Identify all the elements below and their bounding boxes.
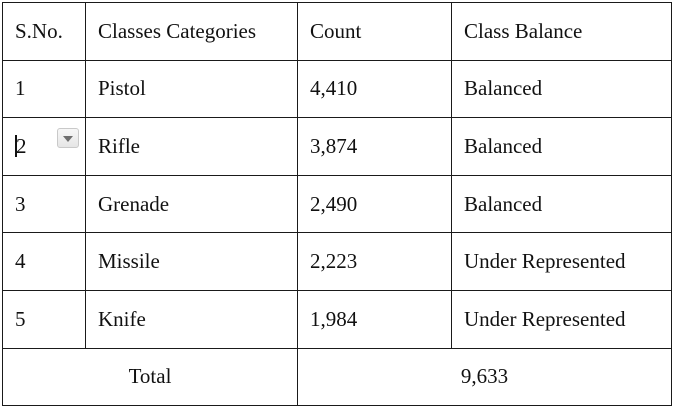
header-class-balance[interactable]: Class Balance xyxy=(451,2,672,61)
table-header-row: S.No. Classes Categories Count Class Bal… xyxy=(2,2,672,61)
text-cursor-icon xyxy=(15,135,17,158)
cell-category[interactable]: Grenade xyxy=(85,174,298,234)
cell-balance[interactable]: Balanced xyxy=(451,117,672,176)
table-row: 4 Missile 2,223 Under Represented xyxy=(2,232,672,291)
cell-sno[interactable]: 2 xyxy=(2,117,86,176)
cell-balance[interactable]: Under Represented xyxy=(451,232,672,291)
table-row: 2 Rifle 3,874 Balanced xyxy=(2,117,672,176)
cell-balance[interactable]: Balanced xyxy=(451,174,672,234)
cell-category[interactable]: Knife xyxy=(85,289,298,349)
cell-balance[interactable]: Balanced xyxy=(451,59,672,119)
table-row: 5 Knife 1,984 Under Represented xyxy=(2,289,672,349)
total-value[interactable]: 9,633 xyxy=(297,347,672,407)
total-label[interactable]: Total xyxy=(2,347,298,407)
chevron-down-icon[interactable] xyxy=(57,128,79,149)
cell-count[interactable]: 2,490 xyxy=(297,174,452,234)
cell-sno[interactable]: 1 xyxy=(2,59,86,119)
header-count[interactable]: Count xyxy=(297,2,452,61)
cell-count[interactable]: 4,410 xyxy=(297,59,452,119)
cell-category[interactable]: Rifle xyxy=(85,117,298,176)
cell-count[interactable]: 2,223 xyxy=(297,232,452,291)
table-row: 3 Grenade 2,490 Balanced xyxy=(2,174,672,234)
header-sno[interactable]: S.No. xyxy=(2,2,86,61)
cell-sno[interactable]: 3 xyxy=(2,174,86,234)
cell-count[interactable]: 1,984 xyxy=(297,289,452,349)
cell-sno[interactable]: 5 xyxy=(2,289,86,349)
cell-sno[interactable]: 4 xyxy=(2,232,86,291)
cell-balance[interactable]: Under Represented xyxy=(451,289,672,349)
class-distribution-table: S.No. Classes Categories Count Class Bal… xyxy=(2,2,672,407)
cell-category[interactable]: Pistol xyxy=(85,59,298,119)
table-total-row: Total 9,633 xyxy=(2,347,672,407)
header-classes-categories[interactable]: Classes Categories xyxy=(85,2,298,61)
table-row: 1 Pistol 4,410 Balanced xyxy=(2,59,672,119)
cell-count[interactable]: 3,874 xyxy=(297,117,452,176)
cell-category[interactable]: Missile xyxy=(85,232,298,291)
cell-sno-text: 2 xyxy=(16,133,27,158)
